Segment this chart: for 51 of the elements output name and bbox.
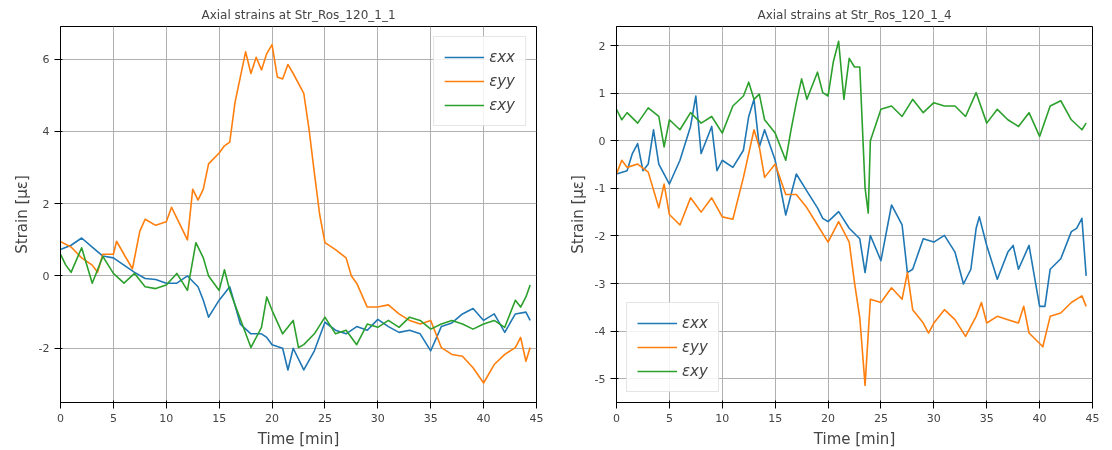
y-tick-label: -4 bbox=[594, 325, 606, 339]
legend-label: εxx bbox=[682, 314, 708, 332]
y-tick-label: -1 bbox=[594, 182, 606, 196]
y-axis-title: Strain [με] bbox=[12, 175, 31, 254]
y-tick-label: -2 bbox=[38, 342, 50, 356]
y-tick-label: -3 bbox=[594, 277, 606, 291]
legend-label: εyy bbox=[682, 338, 708, 356]
chart-title: Axial strains at Str_Ros_120_1_4 bbox=[757, 7, 952, 22]
x-tick-label: 35 bbox=[979, 411, 994, 425]
y-tick-label: 6 bbox=[42, 53, 50, 67]
y-tick-label: 2 bbox=[42, 197, 50, 211]
legend-label: εxy bbox=[489, 96, 515, 114]
line-series bbox=[60, 241, 531, 349]
x-tick-label: 35 bbox=[423, 411, 438, 425]
x-tick-label: 45 bbox=[529, 411, 544, 425]
y-axis-title: Strain [με] bbox=[568, 175, 587, 254]
legend-label: εxy bbox=[682, 362, 708, 380]
y-tick-label: 4 bbox=[42, 125, 50, 139]
line-series bbox=[616, 128, 1087, 387]
x-tick-label: 30 bbox=[370, 411, 385, 425]
line-series bbox=[60, 43, 531, 384]
y-tick-label: -5 bbox=[594, 372, 606, 386]
y-tick-label: 2 bbox=[598, 39, 606, 53]
legend-label: εxx bbox=[489, 48, 515, 66]
legend-label: εyy bbox=[489, 72, 515, 90]
y-tick-label: 0 bbox=[598, 134, 606, 148]
y-tick-label: 0 bbox=[42, 269, 50, 283]
x-tick-label: 40 bbox=[476, 411, 491, 425]
x-tick-label: 5 bbox=[109, 411, 117, 425]
line-series bbox=[616, 95, 1087, 308]
x-tick-label: 15 bbox=[212, 411, 227, 425]
x-tick-label: 20 bbox=[265, 411, 280, 425]
x-tick-label: 5 bbox=[665, 411, 673, 425]
y-tick-label: -2 bbox=[594, 229, 606, 243]
x-axis-title: Time [min] bbox=[256, 429, 340, 448]
x-tick-label: 40 bbox=[1032, 411, 1047, 425]
chart-title: Axial strains at Str_Ros_120_1_1 bbox=[201, 7, 396, 22]
x-tick-label: 10 bbox=[159, 411, 174, 425]
y-tick-label: 1 bbox=[598, 87, 606, 101]
x-axis-title: Time [min] bbox=[812, 429, 896, 448]
x-tick-label: 0 bbox=[57, 411, 64, 425]
x-tick-label: 25 bbox=[317, 411, 332, 425]
line-series bbox=[616, 40, 1087, 214]
x-tick-label: 20 bbox=[821, 411, 836, 425]
x-tick-label: 45 bbox=[1085, 411, 1100, 425]
x-tick-label: 10 bbox=[715, 411, 730, 425]
x-tick-label: 0 bbox=[613, 411, 620, 425]
x-tick-label: 15 bbox=[768, 411, 783, 425]
x-tick-label: 30 bbox=[926, 411, 941, 425]
x-tick-label: 25 bbox=[873, 411, 888, 425]
line-series bbox=[60, 237, 531, 371]
